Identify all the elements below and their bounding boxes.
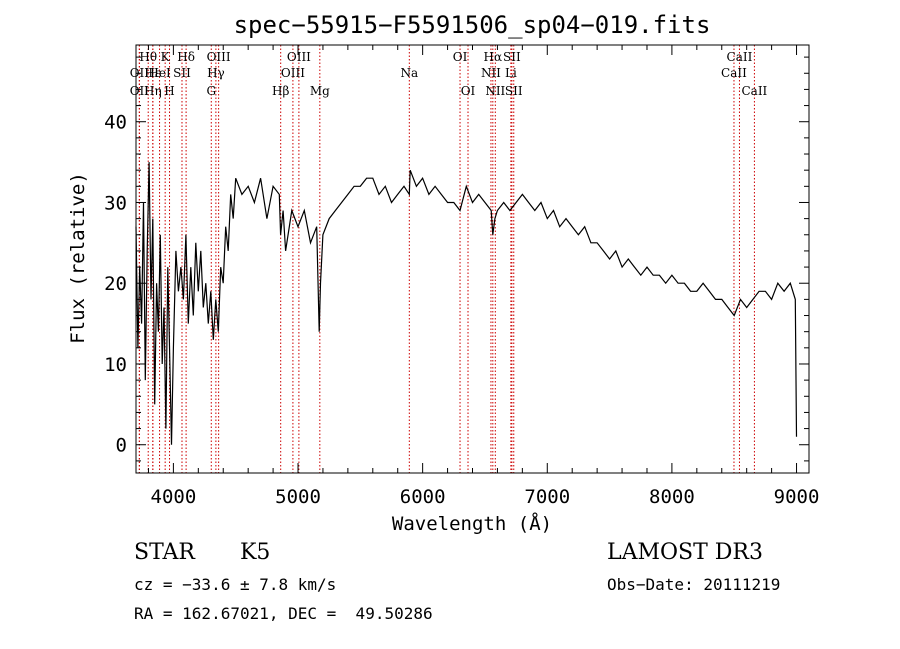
x-tick-label: 6000 [400,486,446,508]
axis-ticks: 4000 5000 6000 7000 8000 9000 0 10 20 30 40 [104,45,819,508]
spectral-line-label: OI [453,50,468,64]
ra-dec-coordinates: RA = 162.67021, DEC = 49.50286 [134,604,433,623]
y-tick-label: 0 [116,435,127,457]
object-subclass: K5 [240,540,271,565]
object-class: STAR [134,540,195,565]
spectral-line-label: OI [461,84,476,98]
redshift-cz: cz = −33.6 ± 7.8 km/s [134,575,337,594]
x-tick-label: 4000 [151,486,197,508]
spectral-line-label: CaII [721,66,747,80]
spectral-line-label: HeI [148,66,171,80]
spectral-line-label: Hε [144,66,161,80]
spectral-line-label: SII [505,84,523,98]
spectral-line-label: Mg [310,84,330,98]
survey-name: LAMOST DR3 [607,540,763,565]
x-axis-label: Wavelength (Å) [392,512,552,535]
chart-title: spec−55915−F5591506_sp04−019.fits [234,11,711,39]
spectral-line-label: NII [485,84,505,98]
y-tick-label: 20 [104,273,127,295]
y-tick-label: 10 [104,354,127,376]
spectral-line-label: Hβ [272,84,289,98]
spectral-line-label: Li [505,66,517,80]
spectral-line-label: NII [481,66,501,80]
observation-date: Obs−Date: 20111219 [607,575,781,594]
x-tick-label: 5000 [275,486,321,508]
spectral-line-label: OIII [281,66,305,80]
spectral-line-label: Hθ [139,50,157,64]
spectral-line-label: CaII [741,84,767,98]
spectral-line-label: OIII [287,50,311,64]
spectral-line-label: Hα [484,50,503,64]
spectral-line-label: SII [173,66,191,80]
x-tick-label: 9000 [774,486,820,508]
x-tick-label: 8000 [649,486,695,508]
spectral-line-markers [138,45,755,473]
spectral-line-label: OII [130,84,150,98]
spectral-line-label: OIII [207,50,231,64]
spectral-line-label: Hδ [177,50,195,64]
y-tick-label: 40 [104,112,127,134]
spectral-line-label: CaII [727,50,753,64]
x-tick-label: 7000 [524,486,570,508]
flux-series-line [135,162,798,445]
spectral-line-label: K [161,50,171,64]
y-tick-label: 30 [104,192,127,214]
spectral-line-label: Hγ [207,66,225,80]
y-axis-label: Flux (relative) [67,172,89,344]
spectral-line-label: G [206,84,216,98]
spectral-line-label: Na [400,66,418,80]
plot-frame [135,44,810,474]
spectral-line-label: H [164,84,174,98]
spectral-line-label: Hη [144,84,162,98]
spectral-line-label: SII [503,50,521,64]
